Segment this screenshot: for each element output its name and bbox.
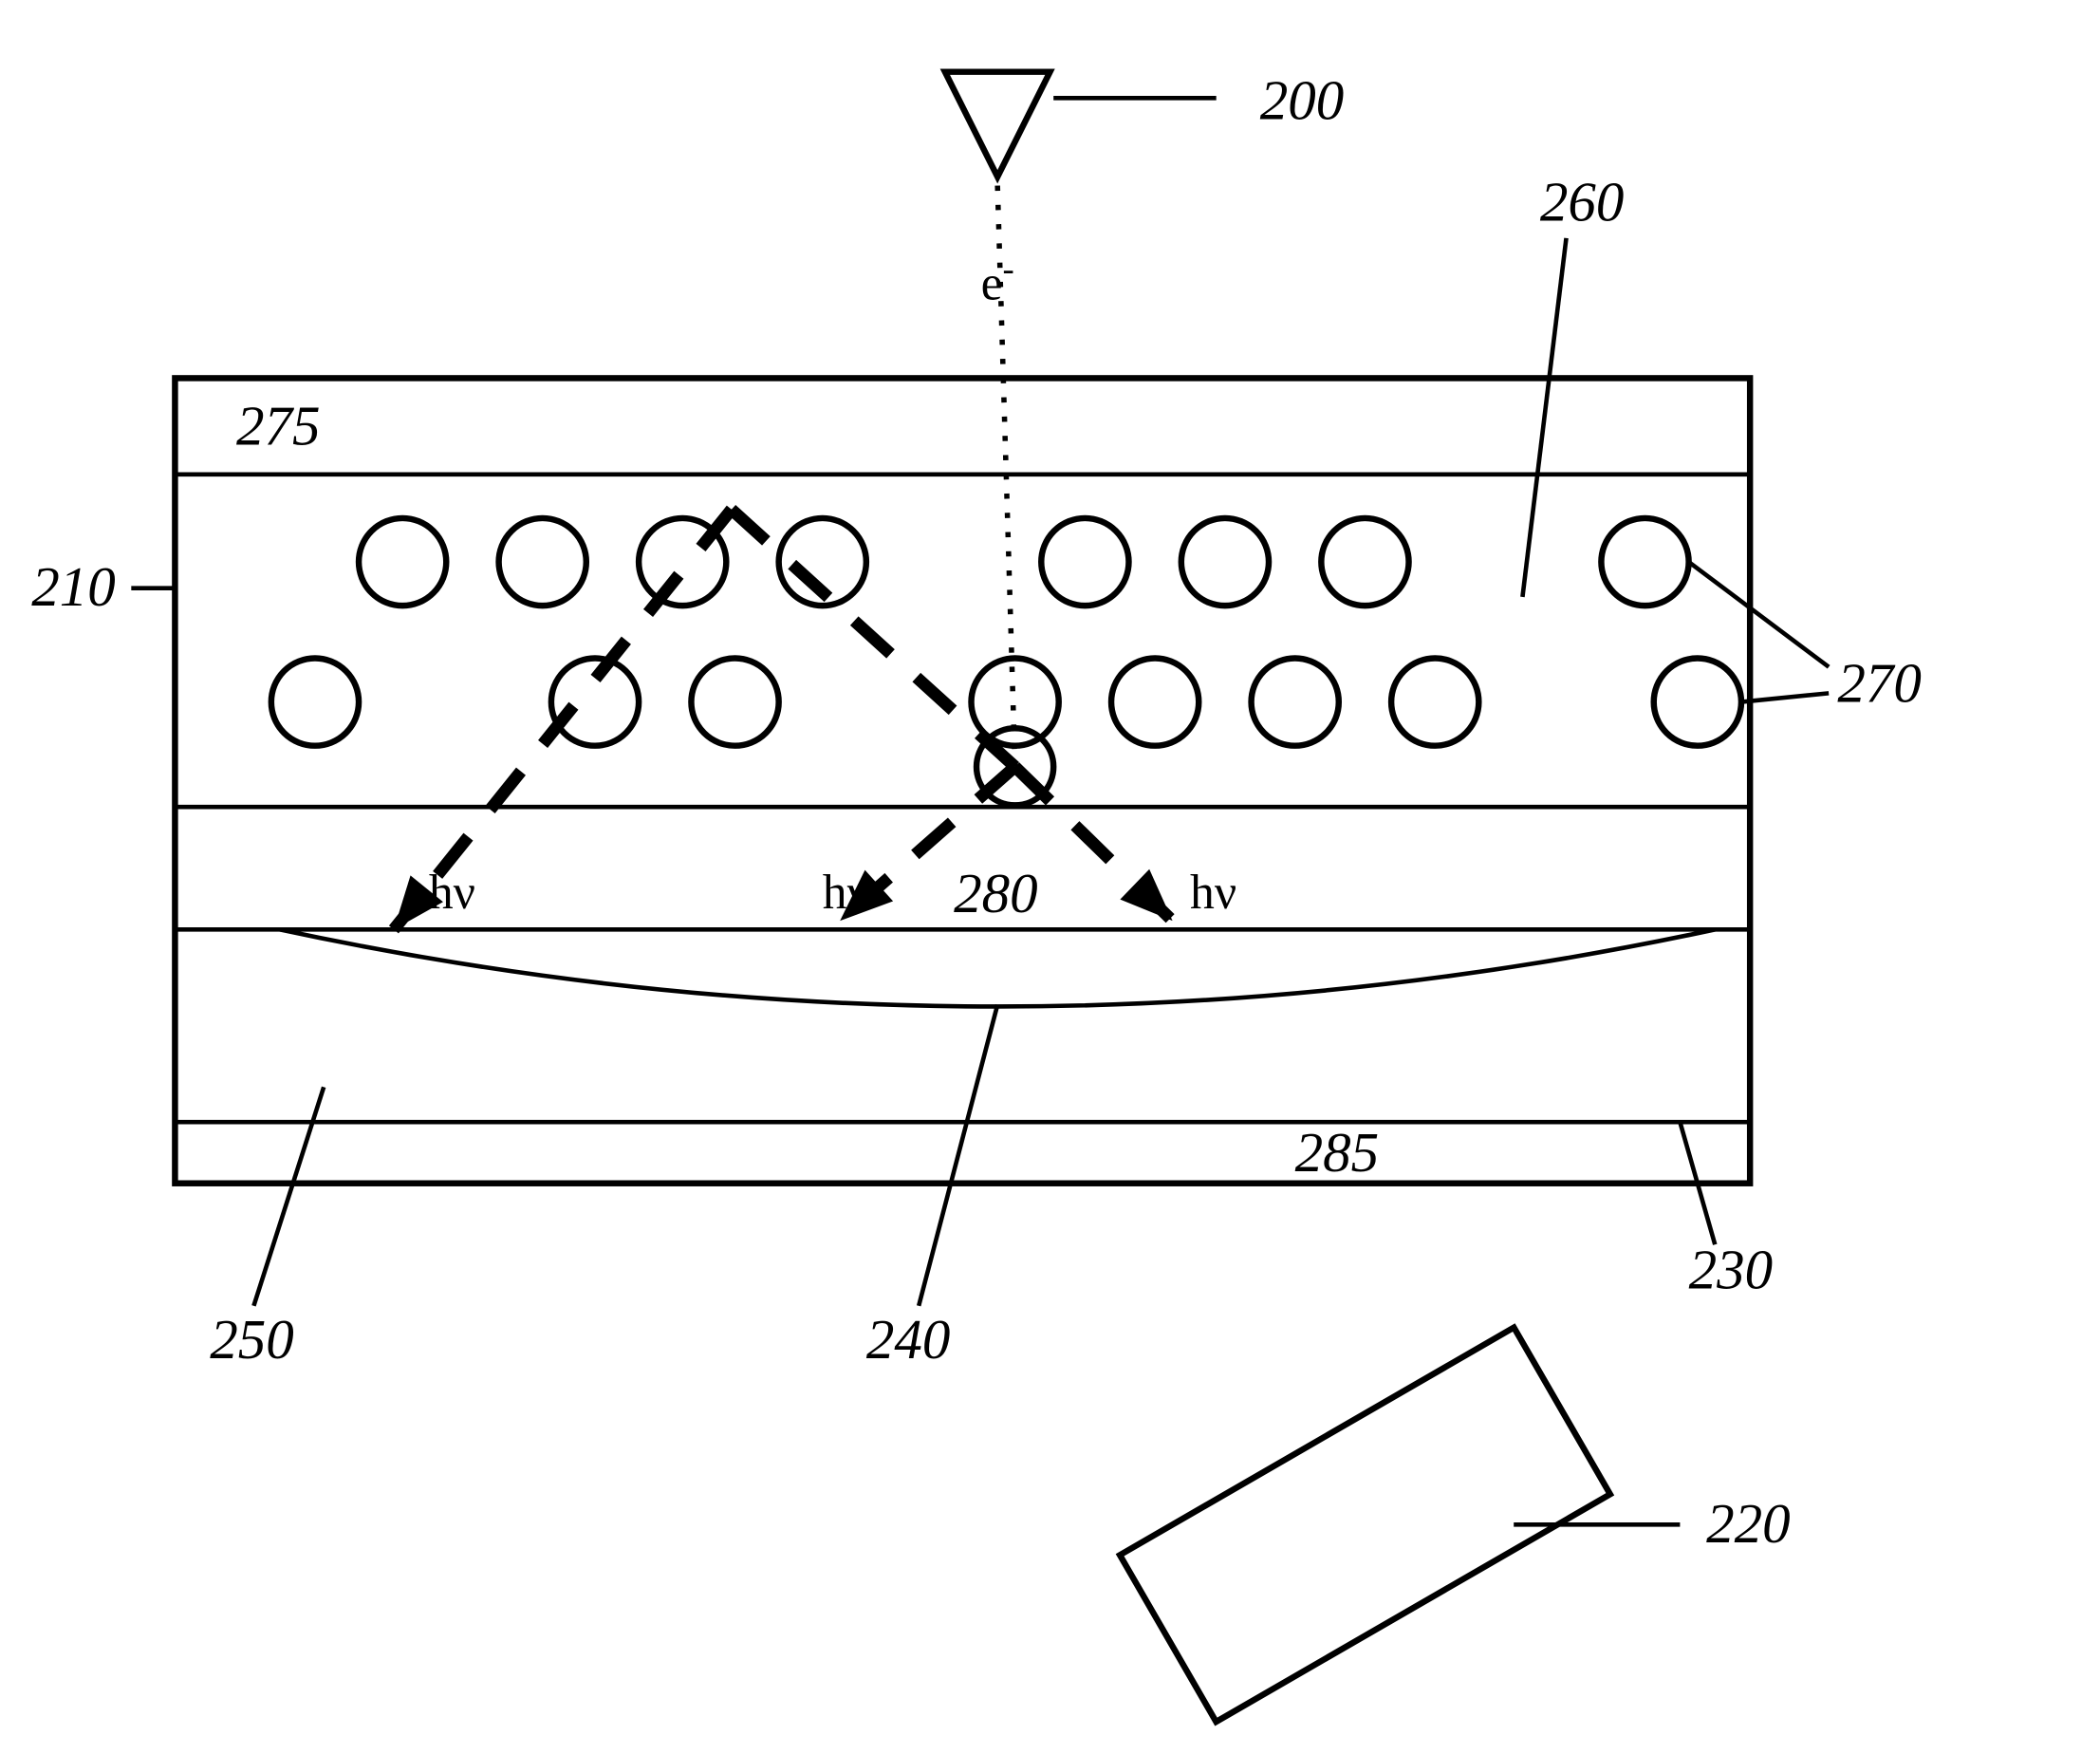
svg-text:hν: hν [429, 866, 475, 920]
svg-text:hν: hν [1190, 866, 1236, 920]
svg-text:260: 260 [1540, 170, 1624, 233]
particle [1321, 518, 1408, 606]
svg-text:285: 285 [1295, 1121, 1380, 1184]
particle [359, 518, 446, 606]
svg-text:270: 270 [1837, 652, 1922, 715]
electron-label: e- [981, 249, 1014, 310]
svg-text:210: 210 [31, 555, 115, 618]
photon-path [732, 510, 1015, 767]
particle [1181, 518, 1269, 606]
leader-line [1741, 693, 1829, 701]
svg-text:240: 240 [866, 1308, 951, 1371]
particle [271, 658, 359, 745]
lens-arc [280, 929, 1715, 1006]
svg-text:e-: e- [981, 249, 1014, 310]
svg-text:hν: hν [823, 866, 869, 920]
svg-text:275: 275 [236, 394, 321, 457]
particle [499, 518, 586, 606]
svg-text:200: 200 [1260, 68, 1344, 131]
svg-text:250: 250 [210, 1308, 293, 1371]
leader-line [1522, 238, 1566, 597]
emitter-triangle [945, 72, 1050, 177]
particle [1111, 658, 1199, 745]
particle [1654, 658, 1741, 745]
svg-text:220: 220 [1706, 1492, 1791, 1555]
arrowhead [1120, 869, 1172, 921]
particle [1391, 658, 1478, 745]
layer-stack [175, 378, 1750, 1183]
particle [691, 658, 778, 745]
leader-line [919, 1005, 997, 1306]
leader-line [1689, 562, 1830, 667]
particle [1601, 518, 1688, 606]
particle [1252, 658, 1339, 745]
svg-text:230: 230 [1689, 1238, 1774, 1300]
svg-text:280: 280 [954, 862, 1037, 924]
particle [1041, 518, 1128, 606]
